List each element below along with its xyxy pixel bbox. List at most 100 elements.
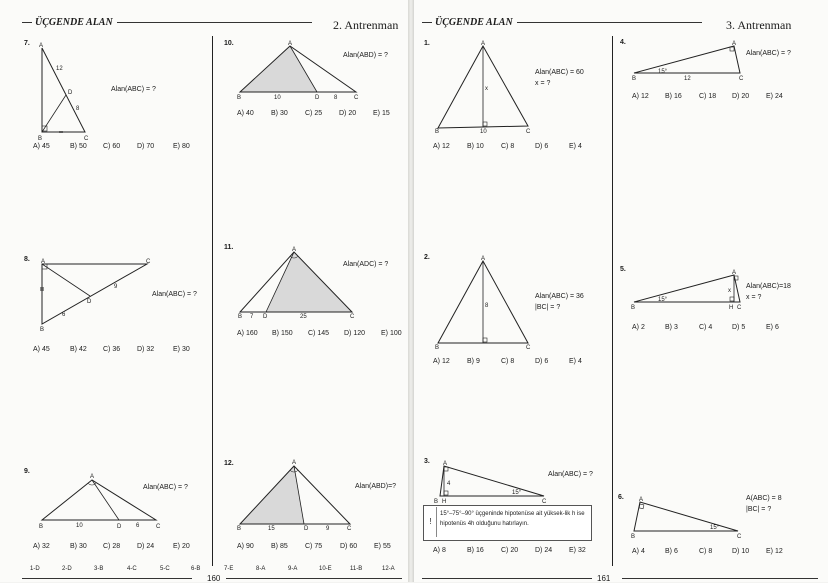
svg-text:A: A [288,41,292,47]
question-prompt: Alan(ABD)=? [355,483,397,490]
r3-options: A) 8 B) 16 C) 20 D) 24 E) 32 [433,547,586,554]
svg-text:B: B [631,534,635,540]
footer-rule [422,578,592,579]
right-page-title: 3. Antrenman [726,18,792,32]
question-number: 2. [424,254,430,261]
question-number: 1. [424,40,430,47]
svg-text:9: 9 [326,526,330,532]
svg-text:A: A [732,270,736,276]
page-number: 161 [597,574,611,583]
r5-options: A) 2 B) 3 C) 4 D) 5 E) 6 [632,324,779,331]
svg-text:B: B [435,129,439,135]
svg-text:A: A [639,497,643,503]
svg-text:D: D [87,299,92,305]
svg-text:D: D [315,95,320,101]
footer-rule [226,578,402,579]
svg-text:25: 25 [300,314,307,320]
question-prompt: Alan(ABC) = ? [111,86,156,93]
q11-options: A) 160 B) 150 C) 145 D) 120 E) 100 [237,330,402,337]
q7-options: A) 45 B) 50 C) 60 D) 70 E) 80 [33,143,190,150]
svg-text:A: A [292,247,296,253]
footer-rule [22,578,192,579]
svg-text:C: C [526,345,531,351]
svg-text:9: 9 [114,284,118,290]
svg-text:B: B [40,327,44,333]
svg-text:12: 12 [684,76,691,82]
svg-text:C: C [542,499,547,505]
column-divider [212,36,213,566]
svg-text:C: C [737,305,742,311]
svg-text:8: 8 [334,95,338,101]
q10-figure: A B C D 10 8 [237,41,359,101]
question-prompt: Alan(ABC) = ? [143,484,188,491]
q9-figure: A B C D 10 6 [39,474,161,530]
q10-options: A) 40 B) 30 C) 25 D) 20 E) 15 [237,110,390,117]
question-prompt: Alan(ABC) = ? [152,291,197,298]
svg-text:C: C [354,95,359,101]
svg-text:15: 15 [268,526,275,532]
svg-text:A: A [732,41,736,47]
svg-text:x: x [728,288,731,294]
svg-text:C: C [739,76,744,82]
svg-text:B: B [435,345,439,351]
question-number: 4. [620,39,626,46]
question-number: 8. [24,256,30,263]
svg-text:C: C [84,136,89,142]
question-prompt: Alan(ADC) = ? [343,261,389,268]
svg-text:15°: 15° [710,525,720,531]
svg-text:A: A [481,41,485,47]
svg-text:D: D [304,526,309,532]
right-page [412,0,828,582]
svg-text:B: B [39,524,43,530]
svg-text:x: x [485,86,488,92]
q8-figure: A C B D 9 6 [40,259,151,333]
svg-text:D: D [117,524,122,530]
svg-text:C: C [146,259,151,265]
svg-text:C: C [350,314,355,320]
svg-text:C: C [156,524,161,530]
svg-text:10: 10 [480,129,487,135]
hint-box: ! 15°–75°–90° üçgeninde hipotenüse ait y… [423,505,592,541]
r1-options: A) 12 B) 10 C) 8 D) 6 E) 4 [433,143,582,150]
r2-options: A) 12 B) 9 C) 8 D) 6 E) 4 [433,358,582,365]
right-section-header: ÜÇGENDE ALAN [422,17,722,28]
question-number: 12. [224,460,234,467]
r1-figure: A B C x 10 [435,41,531,135]
q7-figure: A B C D 12 8 [38,43,89,142]
q12-figure: A B C D 15 9 [237,460,352,532]
svg-text:B: B [631,305,635,311]
page-number: 160 [207,574,221,583]
svg-text:7: 7 [250,314,254,320]
svg-text:B: B [434,499,438,505]
svg-text:B: B [632,76,636,82]
svg-text:8: 8 [76,106,80,112]
question-number: 6. [618,494,624,501]
q11-figure: A B C D 7 25 [238,247,355,320]
question-prompt: Alan(ABC) = 36 |BC| = ? [535,293,584,311]
svg-text:15°: 15° [658,69,668,75]
section-title: ÜÇGENDE ALAN [435,17,513,28]
r6-options: A) 4 B) 6 C) 8 D) 10 E) 12 [632,548,783,555]
svg-text:A: A [292,460,296,466]
footer-rule [622,578,818,579]
svg-text:B: B [237,526,241,532]
question-prompt: Alan(ABC)=18 x = ? [746,283,791,301]
svg-text:A: A [481,256,485,262]
svg-text:15°: 15° [512,490,522,496]
left-section-header: ÜÇGENDE ALAN [22,17,322,28]
svg-text:8: 8 [485,303,489,309]
svg-text:H: H [729,305,733,311]
book-spine [408,0,414,582]
svg-text:D: D [263,314,268,320]
svg-text:15°: 15° [658,297,668,303]
question-prompt: Alan(ABC) = ? [746,50,791,57]
r6-figure: A B C 15° [631,497,742,540]
column-divider [612,36,613,566]
svg-text:12: 12 [56,66,63,72]
svg-text:D: D [68,90,73,96]
svg-text:C: C [737,534,742,540]
question-prompt: Alan(ABD) = ? [343,52,388,59]
svg-text:4: 4 [447,481,451,487]
r5-figure: A B H C x 15° [631,270,742,311]
question-number: 5. [620,266,626,273]
